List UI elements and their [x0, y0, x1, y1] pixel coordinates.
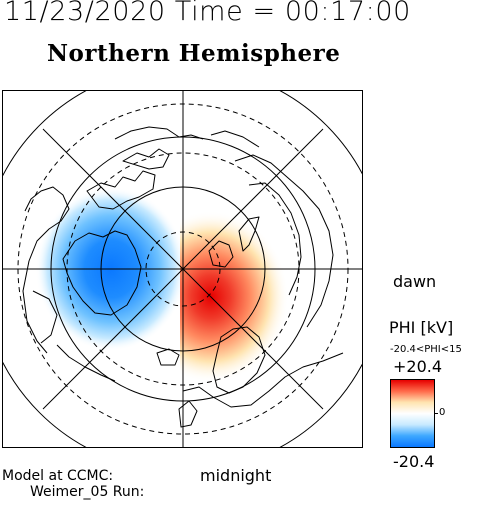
- coast-labrador: [56, 344, 116, 382]
- meridian-diagonal-2: [42, 128, 324, 410]
- meridian-lines: [3, 91, 362, 447]
- colorbar-max-label: +20.4: [393, 357, 443, 376]
- hemisphere-title: Northern Hemisphere: [47, 40, 341, 67]
- coast-iceland: [156, 348, 180, 366]
- coast-europe: [182, 352, 344, 408]
- run-label: Weimer_05 Run:: [30, 484, 145, 500]
- colorbar: [390, 379, 435, 448]
- coast-svalbard: [208, 240, 234, 268]
- colorbar-min-label: -20.4: [393, 452, 435, 471]
- potential-positive-cell: [180, 207, 293, 391]
- polar-map: [2, 90, 363, 448]
- colorbar-title: PHI [kV]: [389, 318, 454, 337]
- model-label: Model at CCMC:: [2, 468, 114, 484]
- polar-map-svg: [3, 91, 362, 447]
- colorbar-zero-label: 0: [439, 407, 446, 418]
- colorbar-range: -20.4<PHI<15: [390, 344, 462, 355]
- coast-uk: [178, 400, 198, 428]
- coast-siberia: [234, 154, 334, 328]
- coast-hudson: [32, 290, 58, 344]
- coast-alaska: [114, 126, 204, 140]
- coast-north-america: [22, 186, 70, 354]
- coast-greenland: [62, 230, 142, 316]
- coast-canada-islands: [86, 170, 156, 210]
- dawn-label: dawn: [393, 272, 437, 291]
- coast-canada-islands-2: [122, 148, 170, 170]
- coast-siberia-inner: [248, 182, 302, 296]
- coastlines: [22, 126, 344, 428]
- coast-novaya-zemlya: [238, 216, 260, 252]
- coast-chukotka: [210, 130, 260, 148]
- colorbar-zero-tick: [434, 413, 438, 414]
- coast-scandinavia: [212, 326, 266, 394]
- midnight-label: midnight: [200, 466, 272, 485]
- header-time: 11/23/2020 Time = 00:17:00: [4, 0, 411, 27]
